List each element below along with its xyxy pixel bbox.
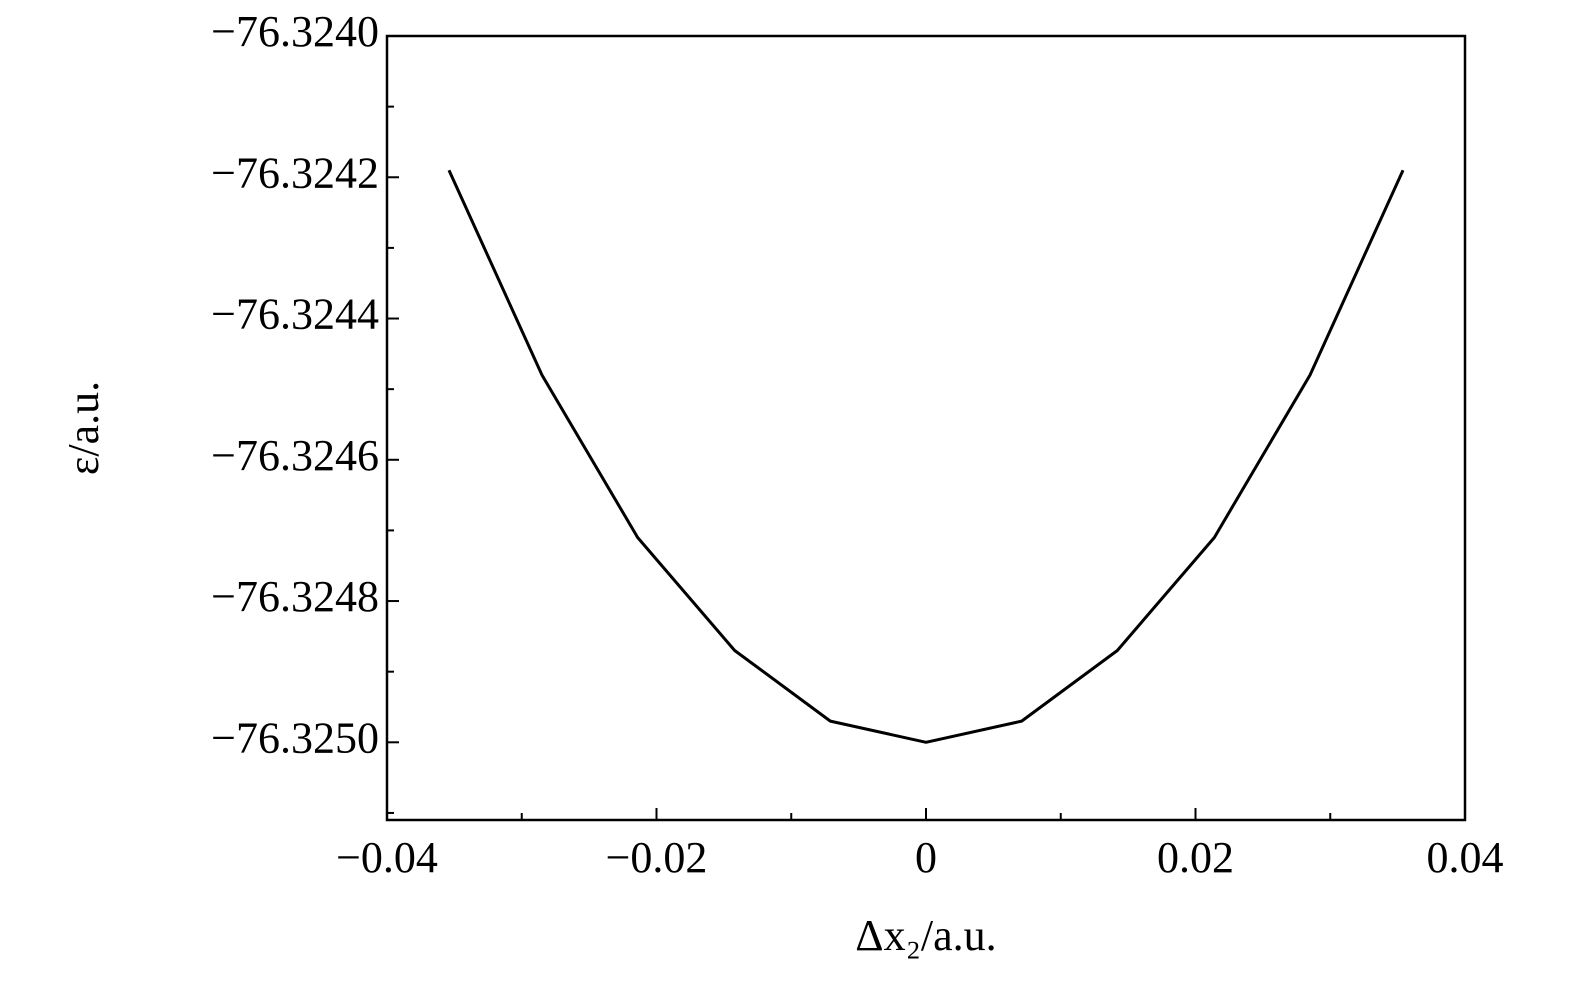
data-line: [447, 169, 1405, 744]
x-tick-label: −0.04: [336, 833, 438, 882]
y-tick-label: −76.3242: [211, 148, 379, 197]
y-tick-label: −76.3246: [211, 431, 379, 480]
y-tick-label: −76.3240: [211, 7, 379, 56]
y-axis-label: ε/a.u.: [59, 381, 108, 475]
y-tick-label: −76.3244: [211, 290, 379, 339]
x-tick-label: 0.02: [1157, 833, 1234, 882]
plot-frame: [385, 34, 1467, 822]
y-tick-label: −76.3248: [211, 572, 379, 621]
x-axis-label: Δx₂/a.u.: [855, 911, 996, 960]
x-tick-label: 0: [915, 833, 937, 882]
y-tick-label: −76.3250: [211, 713, 379, 762]
x-tick-label: 0.04: [1427, 833, 1504, 882]
x-tick-label: −0.02: [606, 833, 708, 882]
